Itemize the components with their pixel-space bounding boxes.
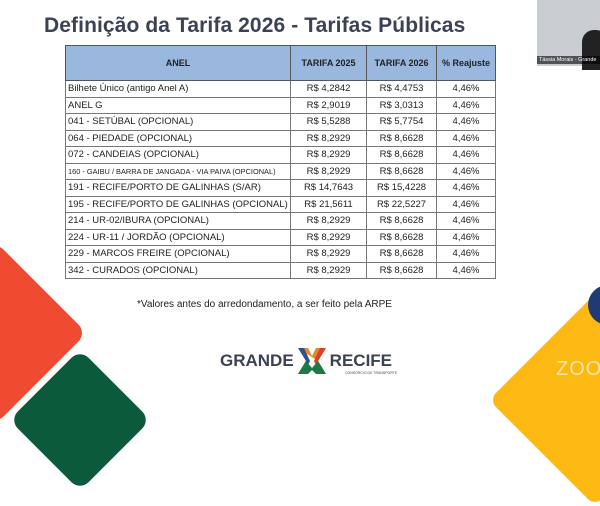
table-row: 041 - SETÚBAL (OPCIONAL) R$ 5,5288 R$ 5,77… — [65, 113, 496, 131]
header-tarifa-2026: TARIFA 2026 — [366, 45, 437, 81]
cell-reajuste: 4,46% — [436, 162, 496, 180]
cell-tarifa-2026: R$ 8,6628 — [366, 129, 437, 147]
table-header-row: ANEL TARIFA 2025 TARIFA 2026 % Reajuste — [65, 45, 496, 81]
cell-tarifa-2025: R$ 8,2929 — [290, 245, 367, 263]
cell-reajuste: 4,46% — [436, 146, 496, 164]
cell-anel: 064 - PIEDADE (OPCIONAL) — [65, 129, 291, 147]
decor-blue-shape — [588, 285, 600, 325]
cell-anel: 229 - MARCOS FREIRE (OPCIONAL) — [65, 245, 291, 263]
cell-tarifa-2025: R$ 8,2929 — [290, 146, 367, 164]
cell-anel: 195 - RECIFE/PORTO DE GALINHAS (OPCIONAL… — [65, 195, 291, 213]
table-row: 191 - RECIFE/PORTO DE GALINHAS (S/AR) R$ … — [65, 179, 496, 197]
cell-anel: Bilhete Único (antigo Anel A) — [65, 80, 291, 98]
cell-anel: 224 - UR-11 / JORDÃO (OPCIONAL) — [65, 228, 291, 246]
table-row: ANEL G R$ 2,9019 R$ 3,0313 4,46% — [65, 96, 496, 114]
cell-reajuste: 4,46% — [436, 129, 496, 147]
cell-tarifa-2025: R$ 4,2842 — [290, 80, 367, 98]
header-reajuste: % Reajuste — [436, 45, 496, 81]
cell-tarifa-2026: R$ 22,5227 — [366, 195, 437, 213]
cell-reajuste: 4,46% — [436, 113, 496, 131]
cell-reajuste: 4,46% — [436, 212, 496, 230]
cell-anel: 041 - SETÚBAL (OPCIONAL) — [65, 113, 291, 131]
cell-anel: 214 - UR-02/IBURA (OPCIONAL) — [65, 212, 291, 230]
logo-subtitle: CONSÓRCIO DE TRANSPORTE — [345, 371, 398, 375]
participant-silhouette — [582, 30, 600, 70]
header-anel: ANEL — [65, 45, 291, 81]
participant-name: Tássia Morais - Grande — [537, 56, 600, 64]
cell-tarifa-2026: R$ 8,6628 — [366, 228, 437, 246]
slide-title: Definição da Tarifa 2026 - Tarifas Públi… — [44, 14, 466, 37]
cell-reajuste: 4,46% — [436, 261, 496, 279]
header-tarifa-2025: TARIFA 2025 — [290, 45, 367, 81]
table-row: 342 - CURADOS (OPCIONAL) R$ 8,2929 R$ 8,66… — [65, 261, 496, 279]
cell-tarifa-2025: R$ 14,7643 — [290, 179, 367, 197]
cell-tarifa-2026: R$ 8,6628 — [366, 245, 437, 263]
table-row: 214 - UR-02/IBURA (OPCIONAL) R$ 8,2929 R$ … — [65, 212, 496, 230]
cell-tarifa-2026: R$ 8,6628 — [366, 162, 437, 180]
table-row: 195 - RECIFE/PORTO DE GALINHAS (OPCIONAL… — [65, 195, 496, 213]
cell-tarifa-2026: R$ 4,4753 — [366, 80, 437, 98]
tariff-table: ANEL TARIFA 2025 TARIFA 2026 % Reajuste … — [65, 45, 496, 279]
table-row: 160 - GAIBU / BARRA DE JANGADA - VIA PAI… — [65, 162, 496, 180]
cell-tarifa-2025: R$ 5,5288 — [290, 113, 367, 131]
participant-video-tile[interactable]: Tássia Morais - Grande — [537, 0, 600, 70]
cell-tarifa-2025: R$ 8,2929 — [290, 162, 367, 180]
logo-x-icon — [297, 348, 326, 374]
cell-tarifa-2025: R$ 21,5611 — [290, 195, 367, 213]
cell-reajuste: 4,46% — [436, 195, 496, 213]
zoom-watermark: ZOO — [556, 358, 600, 380]
cell-tarifa-2026: R$ 8,6628 — [366, 146, 437, 164]
cell-tarifa-2026: R$ 8,6628 — [366, 212, 437, 230]
cell-reajuste: 4,46% — [436, 228, 496, 246]
cell-tarifa-2025: R$ 8,2929 — [290, 212, 367, 230]
cell-reajuste: 4,46% — [436, 179, 496, 197]
footnote: *Valores antes do arredondamento, a ser … — [137, 299, 392, 310]
cell-anel: 191 - RECIFE/PORTO DE GALINHAS (S/AR) — [65, 179, 291, 197]
cell-tarifa-2025: R$ 8,2929 — [290, 129, 367, 147]
table-row: 064 - PIEDADE (OPCIONAL) R$ 8,2929 R$ 8,66… — [65, 129, 496, 147]
cell-tarifa-2025: R$ 8,2929 — [290, 261, 367, 279]
table-row: 224 - UR-11 / JORDÃO (OPCIONAL) R$ 8,2929… — [65, 228, 496, 246]
cell-tarifa-2026: R$ 3,0313 — [366, 96, 437, 114]
table-row: 229 - MARCOS FREIRE (OPCIONAL) R$ 8,2929 R… — [65, 245, 496, 263]
table-row: 072 - CANDEIAS (OPCIONAL) R$ 8,2929 R$ 8,6… — [65, 146, 496, 164]
cell-tarifa-2026: R$ 15,4228 — [366, 179, 437, 197]
cell-tarifa-2025: R$ 8,2929 — [290, 228, 367, 246]
cell-reajuste: 4,46% — [436, 80, 496, 98]
cell-tarifa-2026: R$ 5,7754 — [366, 113, 437, 131]
table-row: Bilhete Único (antigo Anel A) R$ 4,2842 R$… — [65, 80, 496, 98]
cell-tarifa-2025: R$ 2,9019 — [290, 96, 367, 114]
cell-tarifa-2026: R$ 8,6628 — [366, 261, 437, 279]
cell-anel: 342 - CURADOS (OPCIONAL) — [65, 261, 291, 279]
cell-reajuste: 4,46% — [436, 245, 496, 263]
cell-anel: ANEL G — [65, 96, 291, 114]
cell-anel: 160 - GAIBU / BARRA DE JANGADA - VIA PAI… — [65, 162, 291, 180]
logo-left-text: GRANDE — [220, 351, 294, 370]
logo-right-text: RECIFE — [329, 351, 393, 370]
grande-recife-logo: GRANDE RECIFE CONSÓRCIO DE TRANSPORTE — [220, 344, 397, 378]
cell-anel: 072 - CANDEIAS (OPCIONAL) — [65, 146, 291, 164]
cell-reajuste: 4,46% — [436, 96, 496, 114]
